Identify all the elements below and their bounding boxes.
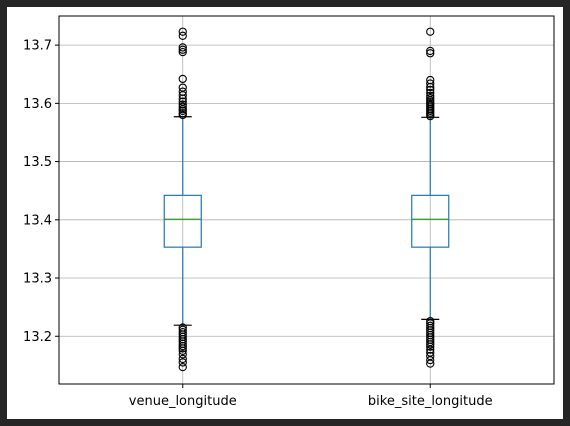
y-tick-label: 13.3: [23, 272, 52, 287]
outlier-point: [178, 350, 187, 359]
chart-canvas: 13.2 13.3 13.4 13.5 13.6 13.7 venue_longitude b…: [7, 7, 563, 419]
outlier-point: [426, 342, 435, 351]
outlier-point: [178, 362, 187, 372]
outlier-point: [178, 74, 187, 84]
y-tick-label: 13.2: [23, 330, 52, 345]
x-tick-label: venue_longitude: [129, 394, 237, 409]
outlier-point: [178, 358, 187, 367]
outlier-point: [178, 43, 187, 52]
iqr-box: [163, 194, 202, 248]
y-tick-label: 13.7: [23, 39, 52, 54]
axes-frame: [58, 15, 555, 385]
tick-layer: 13.2 13.3 13.4 13.5 13.6 13.7 venue_longitude b…: [23, 39, 493, 409]
outlier-point: [426, 355, 435, 365]
y-tick-label: 13.6: [23, 97, 52, 112]
y-tick-label: 13.5: [23, 155, 52, 170]
grid-layer: [59, 16, 554, 384]
outlier-point: [178, 27, 187, 36]
boxplot-chart: 13.2 13.3 13.4 13.5 13.6 13.7 venue_longitude b…: [23, 15, 555, 409]
outlier-point: [426, 27, 435, 36]
outlier-point: [178, 47, 187, 57]
outlier-point: [178, 102, 187, 111]
outlier-point: [178, 346, 187, 355]
outlier-point: [178, 87, 187, 96]
outlier-point: [426, 359, 435, 368]
outlier-point: [426, 85, 435, 95]
outlier-point: [178, 83, 187, 92]
outlier-point: [178, 45, 187, 54]
outlier-point: [178, 342, 187, 351]
outlier-point: [178, 97, 187, 106]
outlier-point: [426, 340, 435, 349]
outlier-point: [426, 79, 435, 88]
x-tick-label: bike_site_longitude: [368, 394, 493, 409]
iqr-box: [411, 194, 450, 248]
outlier-point: [426, 88, 435, 98]
box-group-bike-site-longitude: [411, 27, 450, 368]
outlier-point: [426, 91, 435, 100]
outlier-point: [426, 49, 435, 58]
box-layer: [163, 27, 450, 372]
outlier-point: [426, 93, 435, 103]
outlier-point: [178, 344, 187, 353]
box-group-venue-longitude: [163, 27, 202, 372]
outlier-point: [178, 100, 187, 109]
outlier-point: [426, 345, 435, 354]
outlier-point: [178, 109, 187, 118]
y-tick-label: 13.4: [23, 213, 52, 228]
outlier-point: [426, 75, 435, 85]
outlier-point: [178, 354, 187, 364]
outlier-point: [426, 46, 435, 56]
outlier-point: [178, 31, 187, 40]
